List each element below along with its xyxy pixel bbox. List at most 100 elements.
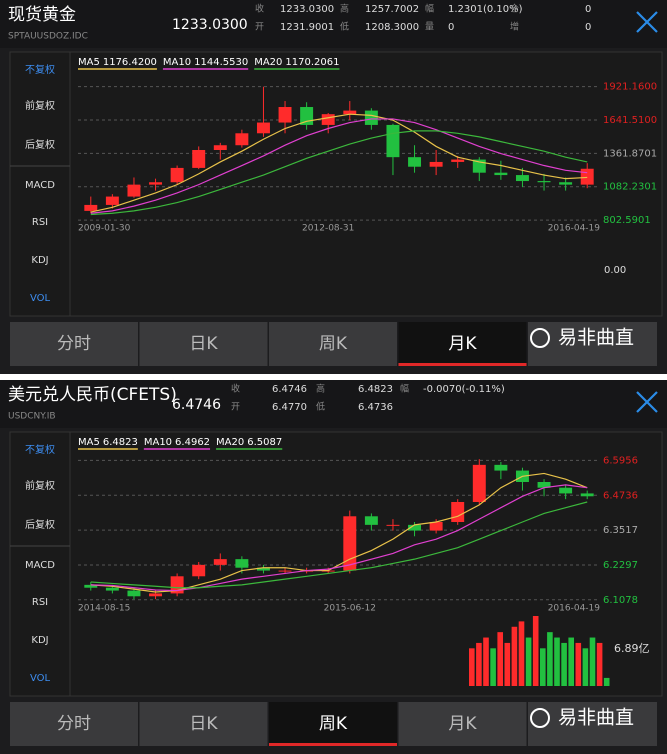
candle-body xyxy=(278,107,292,123)
volume-bar xyxy=(469,648,475,686)
side-menu-item[interactable]: KDJ xyxy=(31,635,48,646)
candle-body xyxy=(192,150,206,168)
tab-label[interactable]: 日K xyxy=(189,714,218,734)
tab-label[interactable]: 日K xyxy=(189,334,218,354)
volume-bar xyxy=(518,621,525,686)
side-menu-item[interactable]: RSI xyxy=(32,217,48,228)
candle-body xyxy=(149,593,163,597)
side-menu-item[interactable]: 后复权 xyxy=(25,138,55,151)
x-tick-label: 2014-08-15 xyxy=(78,604,130,614)
y-tick-label: 802.5901 xyxy=(603,215,651,226)
close-button[interactable] xyxy=(636,391,658,413)
candle-body xyxy=(235,559,249,568)
volume-bar xyxy=(532,616,539,686)
side-menu-item[interactable]: KDJ xyxy=(31,255,48,266)
candle-body xyxy=(451,159,465,162)
field-label: 开 xyxy=(255,22,264,33)
candle-body xyxy=(235,133,249,146)
y-tick-label: 1361.8701 xyxy=(603,148,657,159)
y-tick-label: 6.5956 xyxy=(603,455,638,466)
field-value: 6.4770 xyxy=(272,402,307,413)
candle-body xyxy=(580,168,594,185)
candle-body xyxy=(364,516,378,525)
side-menu-item[interactable]: 后复权 xyxy=(25,518,55,531)
tab[interactable] xyxy=(10,322,138,366)
candle-body xyxy=(256,567,270,571)
close-button[interactable] xyxy=(636,11,658,33)
legend-value: 1144.5530 xyxy=(194,57,248,68)
field-value: 0 xyxy=(585,4,591,15)
field-label: 幅 xyxy=(400,383,409,395)
tab[interactable] xyxy=(398,322,527,366)
candle-body xyxy=(105,587,119,591)
side-menu-item[interactable]: 前复权 xyxy=(25,479,55,492)
field-label: 低 xyxy=(340,21,349,33)
candle-body xyxy=(386,524,400,526)
tab[interactable] xyxy=(269,702,397,746)
side-menu-item[interactable]: RSI xyxy=(32,597,48,608)
tab-underline xyxy=(269,743,397,746)
candle-body xyxy=(192,564,206,577)
legend-name: MA20 xyxy=(254,57,282,68)
candle-body xyxy=(149,182,163,185)
volume-bar xyxy=(504,642,511,686)
side-menu-item[interactable]: 不复权 xyxy=(25,63,55,76)
watermark: 易非曲直 xyxy=(558,707,634,729)
x-tick-label: 2016-04-19 xyxy=(548,224,601,234)
candle-body xyxy=(537,181,551,183)
tab[interactable] xyxy=(139,322,268,366)
candle-body xyxy=(213,559,227,565)
candle-body xyxy=(408,524,422,531)
chart-frame xyxy=(9,51,663,317)
tab-label[interactable]: 分时 xyxy=(57,334,91,354)
legend-value: 6.4962 xyxy=(175,437,210,448)
tab-label[interactable]: 分时 xyxy=(57,714,91,734)
side-menu-item[interactable]: MACD xyxy=(25,180,55,191)
side-menu-item[interactable]: 不复权 xyxy=(25,443,55,456)
y-tick-label: 6.2297 xyxy=(603,560,638,571)
field-label: 仓 xyxy=(510,3,519,15)
candle-body xyxy=(105,196,119,205)
field-label: 收 xyxy=(231,383,240,395)
volume-bar xyxy=(483,637,489,686)
field-value: 0 xyxy=(448,22,454,33)
tab-label[interactable]: 周K xyxy=(319,334,348,354)
volume-bar xyxy=(547,632,553,686)
side-menu-item[interactable]: VOL xyxy=(30,293,51,304)
field-value: 1.2301(0.10%) xyxy=(448,4,523,15)
tab-label[interactable]: 月K xyxy=(448,714,477,734)
tab[interactable] xyxy=(269,322,397,366)
y-tick-label: 1921.1600 xyxy=(603,82,657,93)
sub-axis-label: 0.00 xyxy=(604,265,626,276)
volume-bar xyxy=(561,642,567,686)
price: 6.4746 xyxy=(172,397,221,413)
tab[interactable] xyxy=(139,702,268,746)
legend-value: 6.4823 xyxy=(103,437,138,448)
candle-body xyxy=(256,122,270,134)
side-menu-item[interactable]: MACD xyxy=(25,560,55,571)
tab-more[interactable] xyxy=(528,322,657,366)
legend-value: 6.5087 xyxy=(247,437,282,448)
tab[interactable] xyxy=(398,702,527,746)
header-bg xyxy=(0,0,667,48)
tab[interactable] xyxy=(10,702,138,746)
legend-name: MA5 xyxy=(78,57,100,68)
field-label: 收 xyxy=(255,3,264,15)
field-label: 低 xyxy=(316,401,325,413)
volume-bar xyxy=(540,648,546,686)
tab-label[interactable]: 月K xyxy=(448,334,477,354)
side-menu-item[interactable]: 前复权 xyxy=(25,99,55,112)
tab-label[interactable]: 周K xyxy=(319,714,348,734)
volume-bar xyxy=(554,637,560,686)
side-menu-item[interactable]: VOL xyxy=(30,673,51,684)
legend-name: MA5 xyxy=(78,437,100,448)
candle-body xyxy=(559,182,573,185)
tab-more[interactable] xyxy=(528,702,657,746)
field-value: 6.4736 xyxy=(358,402,393,413)
tab-underline xyxy=(398,363,527,366)
candle-body xyxy=(278,570,292,572)
field-value: 1231.9001 xyxy=(280,22,334,33)
candle-body xyxy=(580,493,594,497)
watermark: 易非曲直 xyxy=(558,327,634,349)
